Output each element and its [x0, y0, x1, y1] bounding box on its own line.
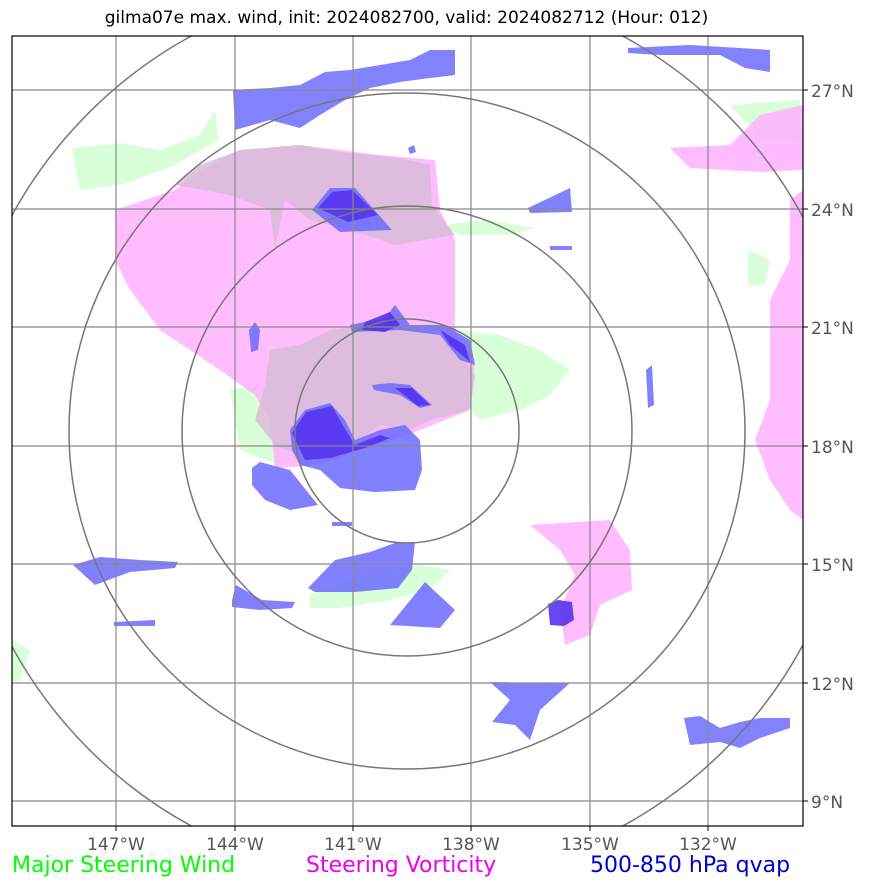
lat-label-27n: 27°N: [811, 82, 854, 102]
lat-label-21n: 21°N: [811, 319, 854, 339]
range-ring-1: [294, 318, 520, 544]
lat-label-24n: 24°N: [811, 201, 854, 221]
lat-label-12n: 12°N: [811, 675, 854, 695]
vorticity-east-edge: [755, 190, 803, 520]
qvap-east-small: [528, 188, 572, 213]
wind-region-east: [748, 250, 770, 285]
qvap-dot-north: [408, 145, 416, 154]
qvap-west-south: [232, 585, 295, 610]
qvap-vertical-east: [646, 365, 654, 408]
lat-axis: 27°N 24°N 21°N 18°N 15°N 12°N 9°N: [803, 82, 854, 813]
map-frame: [11, 35, 804, 827]
qvap-southwest: [252, 462, 318, 510]
qvap-dash: [550, 246, 572, 250]
range-ring-4: [12, 36, 803, 826]
range-rings: [12, 36, 803, 826]
lat-label-15n: 15°N: [811, 556, 854, 576]
qvap-south: [308, 542, 415, 592]
lon-label-138w: 138°W: [442, 835, 500, 855]
qvap-dash-west: [114, 620, 155, 626]
graticule: [12, 36, 803, 826]
wind-region-west-edge: [12, 640, 30, 682]
lon-label-132w: 132°W: [679, 835, 737, 855]
lon-label-141w: 141°W: [324, 835, 382, 855]
vorticity-south-east: [530, 520, 632, 645]
qvap-north-east: [628, 45, 770, 72]
legend-steering-wind: Major Steering Wind: [12, 853, 236, 878]
vorticity-north-east: [670, 105, 803, 172]
qvap-dense-southeast: [548, 600, 574, 626]
map-plot-area: [12, 36, 803, 826]
qvap-west: [73, 557, 178, 585]
map-title: gilma07e max. wind, init: 2024082700, va…: [104, 8, 709, 28]
lon-label-135w: 135°W: [561, 835, 619, 855]
lon-label-147w: 147°W: [87, 835, 145, 855]
qvap-dense-center: [395, 388, 430, 406]
qvap-south-east: [390, 582, 455, 628]
lon-axis: 147°W 144°W 141°W 138°W 135°W 132°W: [87, 826, 737, 855]
legend-qvap: 500-850 hPa qvap: [590, 853, 791, 878]
qvap-south-far: [490, 682, 570, 740]
wind-region-north-west: [72, 110, 218, 190]
lat-label-18n: 18°N: [811, 438, 854, 458]
lat-label-9n: 9°N: [811, 793, 843, 813]
range-ring-2: [181, 205, 633, 657]
qvap-cell-small-west: [249, 322, 260, 352]
qvap-south-east-far: [684, 716, 790, 748]
legend-steering-vorticity: Steering Vorticity: [306, 853, 497, 878]
range-ring-3: [68, 92, 746, 770]
qvap-dense-north: [318, 190, 378, 222]
lon-label-144w: 144°W: [206, 835, 264, 855]
qvap-dense-band-east: [440, 330, 470, 362]
wind-region-band: [440, 220, 535, 235]
